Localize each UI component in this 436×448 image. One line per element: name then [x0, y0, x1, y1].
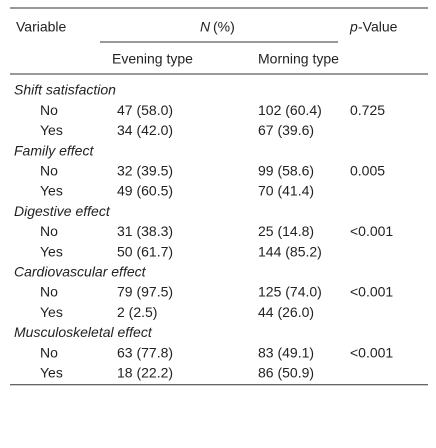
row-label: No — [40, 284, 58, 300]
evening-value: 32 (39.5) — [117, 163, 173, 179]
row-label: Yes — [40, 183, 63, 199]
group-name: Shift satisfaction — [14, 82, 116, 98]
subheader-evening: Evening type — [112, 51, 193, 67]
morning-value: 86 (50.9) — [258, 365, 314, 381]
header-pct: (%) — [213, 19, 235, 35]
morning-value: 83 (49.1) — [258, 344, 314, 360]
header-p: p — [349, 19, 358, 35]
header-p-suffix: -Value — [358, 19, 398, 35]
group-name: Cardiovascular effect — [14, 264, 147, 280]
row-label: Yes — [40, 365, 63, 381]
morning-value: 102 (60.4) — [258, 102, 322, 118]
morning-value: 67 (39.6) — [258, 122, 314, 138]
evening-value: 18 (22.2) — [117, 365, 173, 381]
evening-value: 31 (38.3) — [117, 223, 173, 239]
row-label: No — [40, 223, 58, 239]
morning-value: 70 (41.4) — [258, 183, 314, 199]
group-name: Musculoskeletal effect — [14, 324, 153, 340]
morning-value: 99 (58.6) — [258, 163, 314, 179]
evening-value: 49 (60.5) — [117, 183, 173, 199]
evening-value: 2 (2.5) — [117, 304, 157, 320]
p-value: <0.001 — [350, 344, 393, 360]
row-label: Yes — [40, 243, 63, 259]
group-name: Family effect — [14, 142, 94, 158]
row-label: Yes — [40, 304, 63, 320]
evening-value: 47 (58.0) — [117, 102, 173, 118]
evening-value: 34 (42.0) — [117, 122, 173, 138]
morning-value: 44 (26.0) — [258, 304, 314, 320]
p-value: 0.005 — [350, 163, 385, 179]
subheader-morning: Morning type — [258, 51, 339, 67]
row-label: No — [40, 102, 58, 118]
evening-value: 79 (97.5) — [117, 284, 173, 300]
morning-value: 144 (85.2) — [258, 243, 322, 259]
morning-value: 25 (14.8) — [258, 223, 314, 239]
evening-value: 50 (61.7) — [117, 243, 173, 259]
evening-value: 63 (77.8) — [117, 344, 173, 360]
row-label: Yes — [40, 122, 63, 138]
header-n: N — [200, 19, 211, 35]
row-label: No — [40, 344, 58, 360]
header-variable: Variable — [16, 19, 67, 35]
p-value: 0.725 — [350, 102, 385, 118]
p-value: <0.001 — [350, 284, 393, 300]
p-value: <0.001 — [350, 223, 393, 239]
morning-value: 125 (74.0) — [258, 284, 322, 300]
row-label: No — [40, 163, 58, 179]
group-name: Digestive effect — [14, 203, 111, 219]
